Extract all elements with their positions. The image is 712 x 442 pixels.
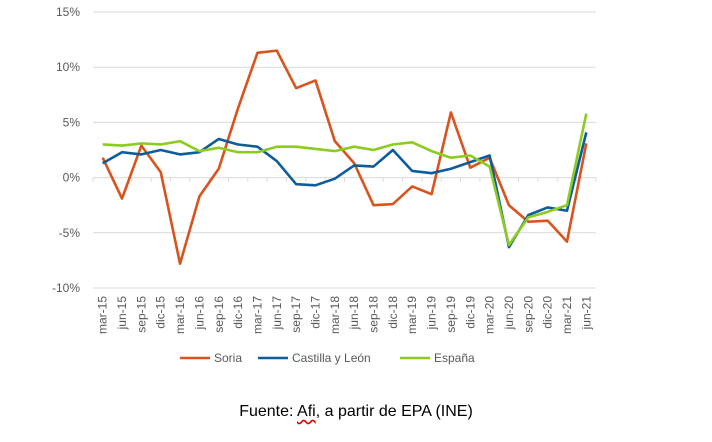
y-tick-label: 5%	[63, 115, 81, 129]
x-tick-label: jun-19	[425, 296, 439, 331]
x-tick-label: mar-15	[96, 296, 110, 334]
x-tick-label: dic-17	[308, 296, 322, 329]
legend-label: Castilla y León	[292, 351, 371, 365]
x-tick-label: mar-20	[483, 296, 497, 334]
series-line-soria	[101, 49, 588, 266]
x-tick-label: sep-16	[212, 296, 226, 333]
x-tick-label: dic-16	[231, 296, 245, 329]
y-tick-label: 15%	[56, 5, 80, 19]
legend-label: Soria	[214, 351, 242, 365]
x-tick-label: mar-18	[328, 296, 342, 334]
x-tick-label: mar-19	[405, 296, 419, 334]
x-tick-label: dic-19	[463, 296, 477, 329]
series-line-españa	[102, 113, 588, 247]
source-suffix: , a partir de EPA (INE)	[315, 403, 473, 420]
x-tick-label: jun-21	[579, 296, 593, 331]
x-tick-label: dic-15	[154, 296, 168, 329]
x-tick-label: jun-18	[347, 296, 361, 331]
x-tick-label: sep-18	[367, 296, 381, 333]
source-note: Fuente: Afi, a partir de EPA (INE)	[0, 403, 712, 421]
y-tick-label: -10%	[52, 281, 80, 295]
x-tick-label: jun-20	[502, 296, 516, 331]
y-tick-label: 10%	[56, 60, 80, 74]
x-tick-label: mar-17	[250, 296, 264, 334]
x-tick-label: sep-15	[134, 296, 148, 333]
y-tick-label: -5%	[59, 226, 81, 240]
source-prefix: Fuente:	[239, 403, 298, 420]
line-chart: -10% -5% 0% 5% 10% 15% mar-15 jun-15 sep-15 dic-1…	[52, 5, 597, 365]
x-tick-label: sep-20	[521, 296, 535, 333]
legend-label: España	[434, 351, 475, 365]
x-tick-label: mar-21	[560, 296, 574, 334]
x-tick-label: jun-16	[192, 296, 206, 331]
x-tick-label: jun-17	[270, 296, 284, 331]
x-tick-label: jun-15	[115, 296, 129, 331]
x-tick-label: mar-16	[173, 296, 187, 334]
x-tick-label: sep-19	[444, 296, 458, 333]
x-tick-label: dic-18	[386, 296, 400, 329]
y-tick-label: 0%	[63, 171, 81, 185]
source-brand: Afi	[297, 403, 316, 420]
x-tick-label: sep-17	[289, 296, 303, 333]
x-tick-label: dic-20	[541, 296, 555, 329]
